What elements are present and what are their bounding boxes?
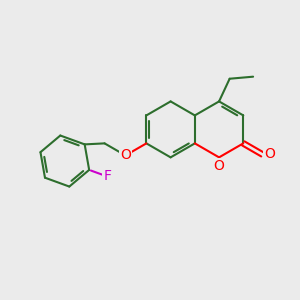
Text: F: F bbox=[103, 169, 111, 183]
Text: O: O bbox=[264, 147, 275, 161]
Text: O: O bbox=[214, 159, 224, 173]
Text: O: O bbox=[120, 148, 131, 162]
